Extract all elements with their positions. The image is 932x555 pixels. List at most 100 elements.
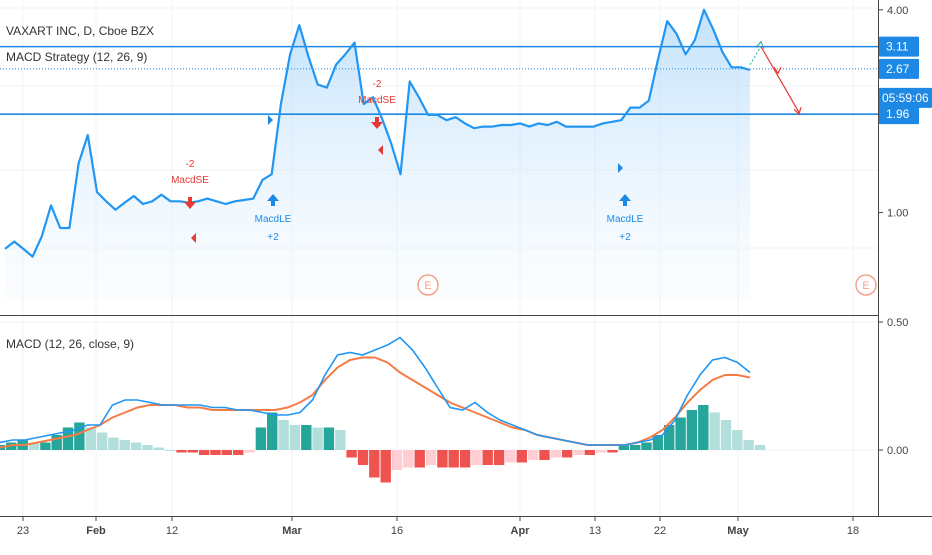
- date-tick-label: 18: [847, 525, 859, 537]
- macd-line: [0, 336, 751, 446]
- symbol-legend[interactable]: VAXART INC, D, Cboe BZX: [6, 24, 154, 38]
- price-area-fill: [5, 9, 750, 301]
- histogram-bar: [743, 440, 754, 450]
- histogram-bar: [664, 425, 675, 450]
- earnings-icon[interactable]: E: [855, 274, 877, 296]
- strategy-legend[interactable]: MACD Strategy (12, 26, 9): [6, 50, 147, 64]
- histogram-bar: [164, 450, 176, 451]
- signal-name: MacdLE: [607, 214, 644, 225]
- price-level-text: 3.11: [886, 40, 909, 54]
- date-tick-label: 16: [391, 525, 403, 537]
- macd-tick-label: 0.00: [887, 445, 908, 457]
- histogram-bar: [471, 450, 482, 465]
- histogram-bar: [573, 450, 584, 455]
- histogram-bar: [403, 450, 414, 468]
- buy-flag-icon: [618, 163, 623, 173]
- price-level-text: 1.96: [886, 107, 910, 121]
- date-tick-label: Mar: [282, 525, 302, 537]
- signal-buy-3[interactable]: MacdLE +2: [607, 163, 644, 243]
- histogram-bar: [323, 427, 335, 450]
- price-level-label[interactable]: 3.11: [879, 36, 919, 57]
- histogram-bar: [267, 412, 278, 450]
- histogram-bar: [425, 450, 437, 465]
- price-tick-label: 4.00: [887, 5, 908, 17]
- histogram-bar: [357, 450, 369, 465]
- trade-mid-arrow: [773, 66, 782, 75]
- histogram-bar: [62, 427, 74, 450]
- histogram-bar: [51, 435, 62, 450]
- price-level-text: 2.67: [886, 62, 910, 76]
- histogram-bar: [119, 440, 130, 450]
- histogram-bar: [539, 450, 550, 460]
- histogram-bar: [414, 450, 425, 468]
- countdown-label[interactable]: 05:59:06: [879, 87, 932, 108]
- signal-sell-2[interactable]: -2 MacdSE: [358, 79, 396, 155]
- histogram-bar: [527, 450, 539, 460]
- histogram-bar: [108, 437, 119, 450]
- histogram-bar: [130, 442, 142, 450]
- signal-qty: +2: [619, 232, 631, 243]
- signal-name: MacdSE: [358, 95, 396, 106]
- histogram-bar: [289, 425, 301, 450]
- histogram-bar: [550, 450, 561, 458]
- strategy-trade-lines: [749, 40, 802, 116]
- earnings-label: E: [424, 280, 431, 292]
- histogram-bar: [459, 450, 471, 468]
- date-tick-label: 12: [166, 525, 178, 537]
- histogram-bar: [301, 425, 312, 450]
- histogram-bar: [641, 442, 652, 450]
- macd-pane: [0, 336, 766, 483]
- histogram-bar: [199, 450, 210, 455]
- histogram-bar: [244, 450, 255, 453]
- histogram-bar: [210, 450, 221, 455]
- sell-flag-icon: [191, 233, 196, 243]
- signal-qty: -2: [373, 79, 382, 90]
- macd-axis[interactable]: 0.50 0.00: [878, 317, 908, 457]
- buy-flag-icon: [268, 115, 273, 125]
- histogram-bar: [85, 427, 96, 450]
- date-tick-label: May: [727, 525, 749, 537]
- histogram-bar: [505, 450, 516, 463]
- histogram-bar: [709, 412, 720, 450]
- histogram-bar: [187, 450, 198, 453]
- macd-tick-label: 0.50: [887, 317, 908, 329]
- macd-legend[interactable]: MACD (12, 26, close, 9): [6, 337, 134, 351]
- price-line[interactable]: [4, 8, 751, 258]
- price-level-label[interactable]: 1.96: [879, 104, 919, 125]
- signal-sell-0[interactable]: -2 MacdSE: [171, 159, 209, 243]
- histogram-bar: [142, 445, 153, 450]
- trade-entry-line: [749, 46, 762, 65]
- histogram-bar: [596, 450, 607, 453]
- histogram-bar: [448, 450, 459, 468]
- histogram-bar: [153, 447, 164, 450]
- histogram-bar: [482, 450, 493, 465]
- date-axis[interactable]: 23 Feb 12 Mar 16 Apr 13 22 May 18: [17, 516, 859, 537]
- histogram-bar: [584, 450, 595, 455]
- histogram-bar: [369, 450, 380, 478]
- histogram-bar: [391, 450, 403, 470]
- histogram-bar: [96, 432, 108, 450]
- signal-qty: -2: [186, 159, 195, 170]
- sell-flag-icon: [378, 145, 383, 155]
- trade-exit-line: [760, 46, 801, 115]
- price-level-label[interactable]: 2.67: [879, 58, 919, 79]
- histogram-bar: [652, 435, 664, 450]
- earnings-icon[interactable]: E: [417, 274, 439, 296]
- price-level-lines: [0, 45, 878, 115]
- sell-arrow-icon: [371, 117, 383, 129]
- histogram-bar: [221, 450, 232, 455]
- histogram-bar: [516, 450, 527, 463]
- histogram-bar: [278, 420, 289, 450]
- histogram-bar: [675, 417, 686, 450]
- signal-qty: +2: [267, 232, 279, 243]
- date-tick-label: 23: [17, 525, 29, 537]
- signal-buy-1[interactable]: MacdLE +2: [255, 115, 292, 243]
- histogram-bar: [698, 405, 709, 450]
- histogram-bar: [28, 442, 40, 450]
- trade-entry-arrow: [755, 40, 765, 49]
- histogram-bar: [176, 450, 187, 453]
- histogram-bar: [686, 410, 698, 450]
